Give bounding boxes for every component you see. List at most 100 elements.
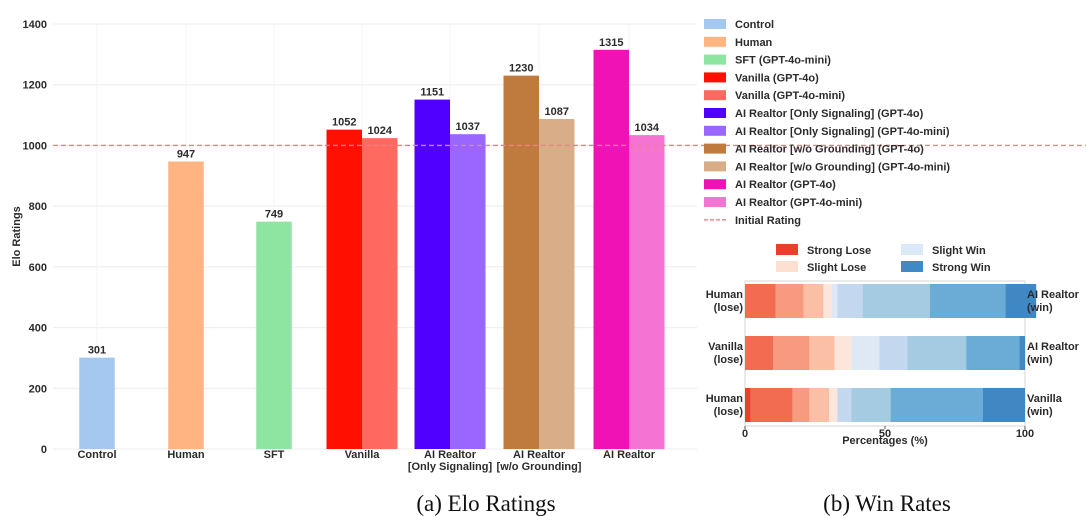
win-rate-segment <box>851 336 880 370</box>
x-tick-label: AI Realtor [Only Signaling] <box>408 449 493 473</box>
bar <box>629 135 665 449</box>
bar <box>168 161 204 449</box>
row-left-label: Vanilla (lose) <box>708 341 744 366</box>
legend-swatch <box>901 261 923 272</box>
y-tick-label: 0 <box>41 444 47 456</box>
win-rate-segment <box>745 284 776 318</box>
legend-label: Vanilla (GPT-4o) <box>735 72 819 84</box>
legend-label: Slight Lose <box>807 262 866 274</box>
win-rate-segment <box>837 284 863 318</box>
bar <box>256 221 292 449</box>
bar-value-label: 1230 <box>509 63 533 75</box>
y-tick-label: 1400 <box>23 19 47 31</box>
legend-label: Vanilla (GPT-4o-mini) <box>735 90 845 102</box>
x-tick-label: 100 <box>1016 428 1034 440</box>
bar <box>362 138 398 449</box>
win-rate-segment <box>775 284 804 318</box>
legend-label: Strong Win <box>932 262 991 274</box>
x-tick-label: AI Realtor <box>603 449 656 461</box>
x-tick-label: Human <box>167 449 205 461</box>
win-rate-segment <box>745 388 751 422</box>
win-rate-segment <box>1005 284 1037 318</box>
bar-value-label: 749 <box>265 209 283 221</box>
win-rate-segment <box>879 336 908 370</box>
win-rate-segment <box>1019 336 1025 370</box>
win-rate-segment <box>837 388 852 422</box>
bar-value-label: 1024 <box>368 125 393 137</box>
win-rate-segment <box>890 388 983 422</box>
legend-swatch <box>704 143 726 154</box>
row-right-label: AI Realtor (win) <box>1027 341 1080 366</box>
win-rate-segment <box>966 336 1020 370</box>
win-rate-segment <box>745 336 773 370</box>
legend-label: Control <box>735 19 774 31</box>
legend-swatch <box>901 244 923 255</box>
bar <box>503 75 539 449</box>
x-tick-label: 0 <box>742 428 748 440</box>
bar-value-label: 301 <box>88 345 106 357</box>
win-rate-segment <box>862 284 930 318</box>
x-tick-label: SFT <box>264 449 285 461</box>
legend-label: AI Realtor (GPT-4o-mini) <box>735 197 862 209</box>
x-tick-label: 50 <box>879 428 891 440</box>
win-rate-segment <box>831 284 838 318</box>
x-tick-label: Control <box>77 449 116 461</box>
legend-label: AI Realtor [Only Signaling] (GPT-4o) <box>735 108 924 120</box>
legend-label: AI Realtor [w/o Grounding] (GPT-4o-mini) <box>735 161 950 173</box>
win-rate-segment <box>792 388 810 422</box>
x-tick-label: Vanilla <box>345 449 381 461</box>
win-rate-segment <box>907 336 967 370</box>
bar <box>79 357 115 449</box>
legend-swatch <box>776 261 798 272</box>
legend-swatch <box>776 244 798 255</box>
bar-value-label: 947 <box>177 149 195 161</box>
legend-label: AI Realtor (GPT-4o) <box>735 179 836 191</box>
legend-label: Strong Lose <box>807 245 871 257</box>
legend-swatch <box>704 161 726 172</box>
win-rate-segment <box>829 388 838 422</box>
bar <box>450 134 486 450</box>
win-rate-segment <box>773 336 810 370</box>
row-right-label: AI Realtor (win) <box>1027 289 1080 314</box>
bar <box>539 119 575 450</box>
bar <box>593 49 629 450</box>
legend-swatch <box>704 72 726 83</box>
legend-swatch <box>704 179 726 190</box>
legend-swatch <box>704 19 726 29</box>
win-rate-segment <box>929 284 1006 318</box>
bar <box>326 129 362 449</box>
y-tick-label: 1200 <box>23 80 47 92</box>
y-tick-label: 400 <box>29 323 47 335</box>
legend-label: AI Realtor [w/o Grounding] (GPT-4o) <box>735 144 924 156</box>
win-rate-segment <box>823 284 832 318</box>
legend-label: SFT (GPT-4o-mini) <box>735 55 831 67</box>
y-tick-label: 600 <box>29 262 47 274</box>
win-rate-segment <box>983 388 1025 422</box>
win-rate-segment <box>851 388 891 422</box>
bar-value-label: 1052 <box>332 117 356 129</box>
legend-swatch <box>704 108 726 118</box>
legend-label: Slight Win <box>932 245 986 257</box>
bar-value-label: 1087 <box>545 106 569 118</box>
win-rate-segment <box>809 388 829 422</box>
x-tick-label: AI Realtor [w/o Grounding] <box>497 449 582 473</box>
legend-label: Initial Rating <box>735 215 801 227</box>
legend-swatch <box>704 90 726 101</box>
row-left-label: Human (lose) <box>706 393 744 418</box>
win-rate-segment <box>809 336 835 370</box>
y-tick-label: 800 <box>29 201 47 213</box>
bar-value-label: 1151 <box>420 87 444 99</box>
win-rate-segment <box>803 284 824 318</box>
row-right-label: Vanilla (win) <box>1027 393 1063 418</box>
bar-value-label: 1034 <box>635 122 660 134</box>
chart-caption: (a) Elo Ratings <box>416 491 555 516</box>
bar-value-label: 1315 <box>599 37 623 49</box>
bar-value-label: 1037 <box>456 121 480 133</box>
x-axis-label: Percentages (%) <box>842 435 928 447</box>
y-axis-label: Elo Ratings <box>11 206 23 267</box>
legend-swatch <box>704 125 726 136</box>
legend-swatch <box>704 197 726 207</box>
bar <box>414 99 450 449</box>
